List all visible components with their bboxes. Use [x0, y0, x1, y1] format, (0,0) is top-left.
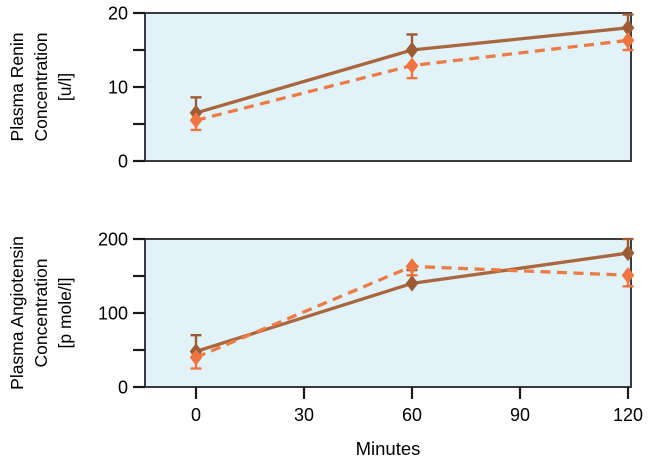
y-tick-label: 200 [98, 229, 128, 249]
marker-diamond-solid-brown [621, 19, 635, 36]
x-axis-label: Minutes [355, 438, 421, 459]
marker-diamond-solid-brown [621, 244, 635, 262]
series-dashed-orange [189, 258, 635, 370]
x-tick-label: 90 [510, 405, 530, 425]
y-tick-label: 0 [118, 377, 128, 397]
marker-diamond-solid-brown [405, 41, 419, 59]
x-tick-label: 0 [191, 405, 201, 425]
x-tick-label: 60 [402, 405, 422, 425]
angiotensin-chart: 0 100 200 0 30 60 90 120 [98, 229, 643, 425]
marker-diamond-solid-brown [405, 275, 419, 292]
x-tick-label: 30 [294, 405, 314, 425]
y-tick-label: 10 [108, 77, 128, 97]
series-dashed-orange [189, 32, 635, 132]
series-solid-brown [189, 237, 635, 360]
marker-diamond-dashed-orange [189, 112, 203, 129]
marker-diamond-dashed-orange [405, 57, 419, 74]
marker-diamond-dashed-orange [405, 258, 419, 275]
renin-chart: 0 10 20 [108, 3, 635, 171]
y-tick-label: 0 [118, 151, 128, 171]
y-tick-label: 20 [108, 3, 128, 23]
marker-diamond-dashed-orange [621, 32, 635, 49]
plot-area [144, 12, 632, 162]
x-tick-label: 120 [613, 405, 643, 425]
marker-diamond-dashed-orange [189, 349, 203, 366]
marker-diamond-dashed-orange [621, 267, 635, 284]
plot-area [144, 238, 632, 388]
y-tick-label: 100 [98, 303, 128, 323]
